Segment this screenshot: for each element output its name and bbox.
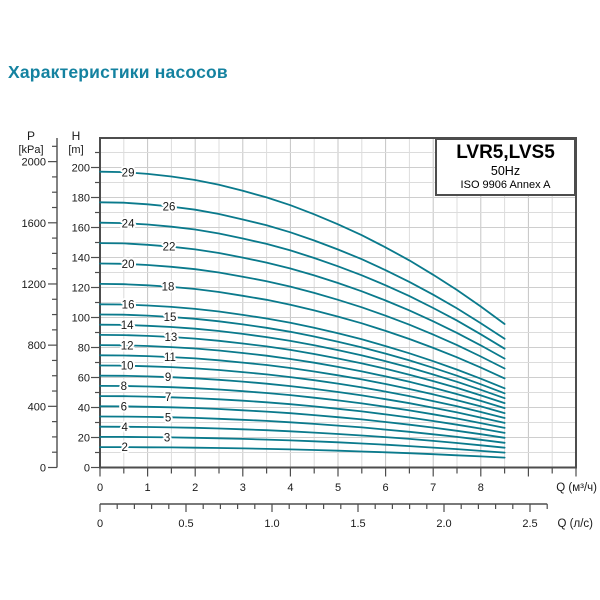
svg-text:13: 13 — [165, 332, 178, 344]
svg-text:6: 6 — [121, 401, 127, 413]
pump-curve-16 — [99, 303, 506, 390]
svg-text:40: 40 — [78, 403, 90, 415]
svg-text:18: 18 — [162, 282, 175, 294]
chart-info-box: LVR5,LVS5 50Hz ISO 9906 Annex A — [435, 138, 576, 196]
svg-text:0.5: 0.5 — [178, 518, 193, 530]
curve-labels: 2 3 4 5 6 7 8 9 10 11 12 13 14 15 16 18 20 22 24 26 29 — [119, 165, 180, 456]
svg-text:9: 9 — [165, 372, 171, 384]
svg-text:4: 4 — [122, 422, 129, 434]
svg-text:22: 22 — [163, 242, 176, 254]
svg-text:160: 160 — [72, 223, 90, 235]
svg-text:15: 15 — [164, 312, 177, 324]
svg-text:24: 24 — [122, 218, 135, 230]
svg-text:16: 16 — [122, 300, 135, 312]
svg-text:140: 140 — [72, 253, 90, 265]
svg-text:1200: 1200 — [22, 279, 46, 291]
pump-curve-2 — [99, 446, 506, 459]
pump-curve-7 — [99, 395, 506, 434]
svg-text:Q (м³/ч): Q (м³/ч) — [556, 482, 597, 494]
pump-curve-15 — [99, 313, 506, 395]
flow-m3h-axis: 0 1 2 3 4 5 6 7 8 Q (м³/ч) — [97, 468, 597, 494]
svg-text:[kPa]: [kPa] — [18, 144, 43, 156]
pump-curves — [99, 170, 506, 459]
svg-text:120: 120 — [72, 283, 90, 295]
svg-text:200: 200 — [72, 163, 90, 175]
pump-curve-11 — [99, 354, 506, 415]
svg-text:1: 1 — [145, 482, 151, 494]
pump-curve-6 — [99, 405, 506, 439]
svg-text:Q (л/с): Q (л/с) — [558, 518, 594, 530]
standard-label: ISO 9906 Annex A — [460, 179, 551, 191]
svg-text:2: 2 — [122, 442, 128, 454]
svg-text:26: 26 — [163, 201, 176, 213]
svg-text:[m]: [m] — [68, 144, 83, 156]
svg-text:2.5: 2.5 — [522, 518, 537, 530]
svg-text:29: 29 — [122, 167, 135, 179]
svg-text:0: 0 — [97, 518, 103, 530]
svg-text:7: 7 — [430, 482, 436, 494]
svg-text:1.0: 1.0 — [264, 518, 279, 530]
grid — [100, 138, 576, 468]
svg-text:3: 3 — [164, 432, 170, 444]
svg-text:8: 8 — [121, 381, 127, 393]
svg-text:12: 12 — [121, 340, 134, 352]
pump-curve-29 — [99, 170, 506, 325]
flow-ls-axis: 0 0.5 1.0 1.5 2.0 2.5 Q (л/с) — [97, 503, 594, 530]
svg-text:20: 20 — [78, 433, 90, 445]
svg-text:P: P — [27, 129, 35, 143]
pump-curve-8 — [99, 384, 506, 429]
svg-text:5: 5 — [165, 412, 171, 424]
svg-text:5: 5 — [335, 482, 341, 494]
svg-text:400: 400 — [28, 401, 46, 413]
pump-curve-14 — [99, 323, 506, 400]
svg-text:0: 0 — [84, 463, 90, 475]
svg-text:60: 60 — [78, 373, 90, 385]
frequency-label: 50Hz — [490, 164, 521, 178]
svg-text:H: H — [72, 129, 81, 143]
svg-text:4: 4 — [287, 482, 293, 494]
svg-text:1.5: 1.5 — [350, 518, 365, 530]
svg-text:2.0: 2.0 — [436, 518, 451, 530]
svg-text:1600: 1600 — [22, 218, 46, 230]
pressure-axis: 2000 1600 1200 800 400 0 P[kPa] — [18, 129, 58, 475]
pump-model-label: LVR5,LVS5 — [456, 142, 555, 163]
svg-text:7: 7 — [165, 392, 171, 404]
svg-text:11: 11 — [164, 352, 176, 364]
pump-curve-26 — [99, 201, 506, 340]
svg-text:100: 100 — [72, 313, 90, 325]
svg-text:14: 14 — [121, 320, 134, 332]
pump-curve-22 — [99, 242, 506, 360]
pump-curve-4 — [99, 425, 506, 449]
svg-text:10: 10 — [121, 361, 134, 373]
svg-text:3: 3 — [240, 482, 246, 494]
pump-curve-3 — [99, 435, 506, 454]
page-title: Характеристики насосов — [8, 62, 228, 82]
svg-text:0: 0 — [97, 482, 103, 494]
pump-curve-12 — [99, 344, 506, 410]
svg-text:2: 2 — [192, 482, 198, 494]
pump-curve-5 — [99, 415, 506, 444]
svg-text:8: 8 — [478, 482, 484, 494]
pump-curve-20 — [99, 262, 506, 370]
pump-curve-18 — [99, 282, 506, 380]
svg-text:80: 80 — [78, 343, 90, 355]
svg-text:800: 800 — [28, 340, 46, 352]
svg-text:2000: 2000 — [22, 157, 46, 169]
svg-text:180: 180 — [72, 193, 90, 205]
pump-curve-10 — [99, 364, 506, 419]
pump-curve-9 — [99, 374, 506, 424]
pump-curve-13 — [99, 333, 506, 405]
svg-text:20: 20 — [122, 259, 135, 271]
pump-curve-24 — [99, 221, 506, 350]
svg-text:0: 0 — [40, 463, 46, 475]
svg-text:6: 6 — [383, 482, 389, 494]
